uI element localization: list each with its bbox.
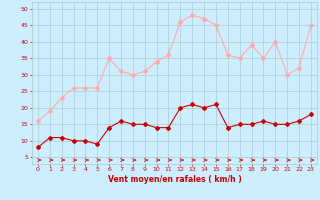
X-axis label: Vent moyen/en rafales ( km/h ): Vent moyen/en rafales ( km/h ) xyxy=(108,175,241,184)
